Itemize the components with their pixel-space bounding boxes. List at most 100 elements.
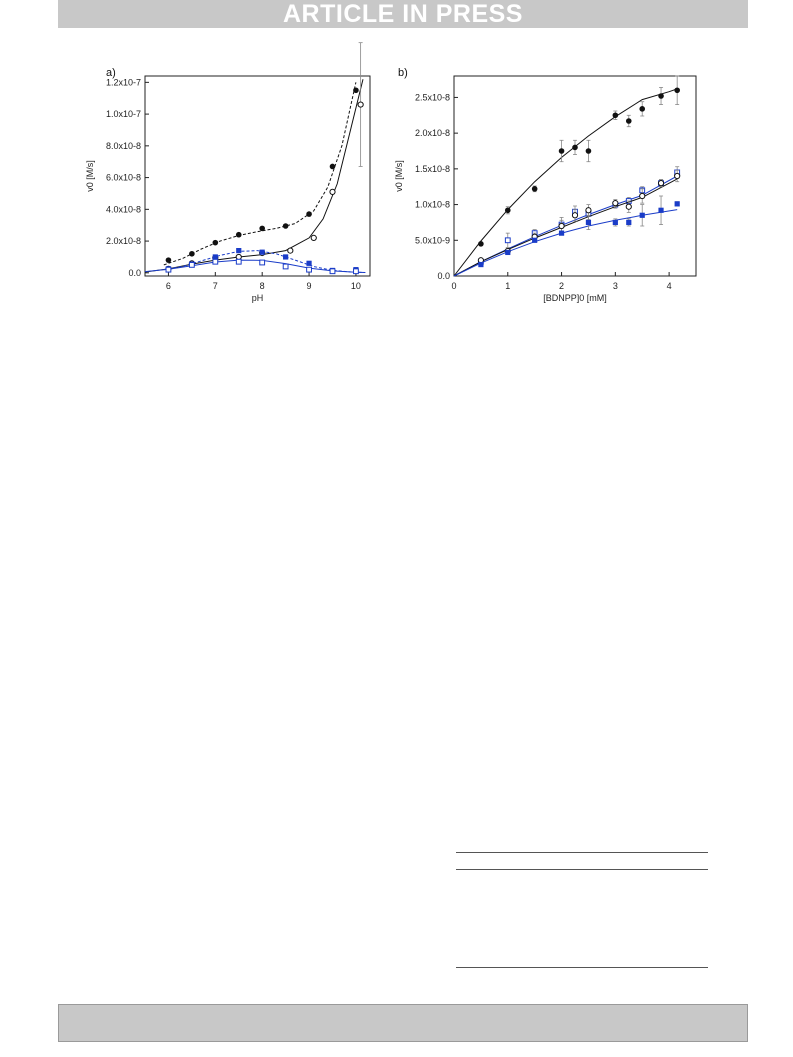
data-point xyxy=(357,101,364,108)
data-point xyxy=(505,249,511,256)
x-tick-label: 8 xyxy=(260,281,265,291)
data-point xyxy=(658,207,664,213)
data-point xyxy=(674,201,680,207)
data-point xyxy=(235,231,242,238)
x-axis-label: [BDNPP]0 [mM] xyxy=(543,293,607,303)
data-point xyxy=(353,268,359,275)
data-point xyxy=(585,148,592,154)
data-point xyxy=(657,180,665,187)
data-point xyxy=(287,247,294,254)
y-tick-label: 1.2x10-7 xyxy=(106,77,141,87)
data-point xyxy=(165,257,172,263)
data-point xyxy=(639,212,645,218)
footer-citation-box xyxy=(58,1004,748,1042)
y-tick-label: 1.0x10-8 xyxy=(415,200,450,210)
data-point xyxy=(571,212,579,219)
data-point xyxy=(504,207,511,214)
data-point xyxy=(236,248,242,254)
data-point xyxy=(558,148,565,154)
data-point xyxy=(188,261,195,268)
plot-frame xyxy=(144,75,371,277)
x-tick-label: 3 xyxy=(613,281,618,291)
data-point xyxy=(329,163,336,170)
series-0-fit-line xyxy=(163,82,357,266)
y-tick-label: 1.0x10-7 xyxy=(106,109,141,119)
data-point xyxy=(626,219,632,226)
data-point xyxy=(612,200,619,207)
data-point xyxy=(572,144,578,151)
data-point xyxy=(639,106,646,112)
y-tick-label: 8.0x10-8 xyxy=(106,141,141,151)
y-tick-label: 0.0 xyxy=(128,268,141,278)
data-point xyxy=(625,203,632,210)
table-bottom-rule xyxy=(456,967,708,968)
data-point xyxy=(329,268,336,275)
data-point xyxy=(306,211,312,217)
data-point xyxy=(625,118,632,124)
x-tick-label: 0 xyxy=(451,281,456,291)
data-point xyxy=(478,261,484,268)
x-tick-label: 9 xyxy=(307,281,312,291)
data-point xyxy=(235,253,242,261)
data-point xyxy=(212,239,219,246)
data-point xyxy=(259,225,265,232)
panel-label: b) xyxy=(398,67,408,79)
x-tick-label: 6 xyxy=(166,281,171,291)
figure-panel-a: a) 6 7 8 9 10 0.0 2.0x10-8 4.0x10-8 6.0x10-8 8.0x1… xyxy=(85,42,380,322)
panel-label: a) xyxy=(106,67,116,79)
y-tick-label: 4.0x10-8 xyxy=(106,204,141,214)
data-point xyxy=(585,219,592,226)
table-top-rule xyxy=(456,852,708,853)
figure-panel-b: b) 0 1 2 3 4 0.0 5.0x10-9 1.0x10-8 1.5x10-8 2.0x10… xyxy=(392,62,712,322)
data-point xyxy=(585,207,592,214)
y-tick-label: 5.0x10-9 xyxy=(415,235,450,245)
data-point xyxy=(532,237,538,243)
y-tick-label: 1.5x10-8 xyxy=(415,164,450,174)
data-point xyxy=(558,230,565,236)
data-point xyxy=(283,254,289,260)
data-point xyxy=(310,234,317,242)
y-axis-label: v0 [M/s] xyxy=(85,160,95,192)
x-tick-label: 2 xyxy=(559,281,564,291)
data-point xyxy=(353,87,359,94)
x-tick-label: 4 xyxy=(667,281,672,291)
data-point xyxy=(282,263,289,270)
x-axis-label: pH xyxy=(252,293,264,303)
y-tick-label: 0.0 xyxy=(437,271,450,281)
data-point xyxy=(531,186,538,192)
x-tick-label: 1 xyxy=(505,281,510,291)
article-in-press-banner: ARTICLE IN PRESS xyxy=(58,0,748,28)
data-point xyxy=(259,259,266,266)
y-tick-label: 2.5x10-8 xyxy=(415,92,450,102)
series-1-fit-line xyxy=(144,79,364,273)
y-tick-label: 6.0x10-8 xyxy=(106,173,141,183)
y-axis-label: v0 [M/s] xyxy=(394,160,404,192)
substrate-rate-chart: b) 0 1 2 3 4 0.0 5.0x10-9 1.0x10-8 1.5x10-8 2.0x10… xyxy=(394,67,697,303)
y-tick-label: 2.0x10-8 xyxy=(106,236,141,246)
plot-frame xyxy=(453,75,697,277)
y-tick-label: 2.0x10-8 xyxy=(415,128,450,138)
x-tick-label: 7 xyxy=(213,281,218,291)
series-3-fit-line xyxy=(453,209,678,277)
ph-rate-chart: a) 6 7 8 9 10 0.0 2.0x10-8 4.0x10-8 6.0x10-8 8.0x1… xyxy=(85,42,371,303)
data-point xyxy=(504,237,511,244)
data-point xyxy=(612,219,618,226)
data-point xyxy=(212,258,219,265)
data-point xyxy=(282,223,289,229)
data-point xyxy=(329,188,336,195)
data-point xyxy=(612,112,619,119)
data-point xyxy=(674,172,681,180)
data-point xyxy=(674,87,680,94)
data-point xyxy=(639,192,646,200)
data-point xyxy=(235,258,242,265)
data-point xyxy=(212,254,218,260)
data-point xyxy=(259,249,265,255)
data-point xyxy=(165,266,172,273)
data-point xyxy=(558,222,565,230)
data-point xyxy=(189,250,195,257)
data-point xyxy=(478,241,484,247)
data-point xyxy=(306,260,312,266)
data-point xyxy=(658,93,664,99)
table-header-rule xyxy=(456,869,708,870)
series-0-fit-line xyxy=(453,88,678,277)
